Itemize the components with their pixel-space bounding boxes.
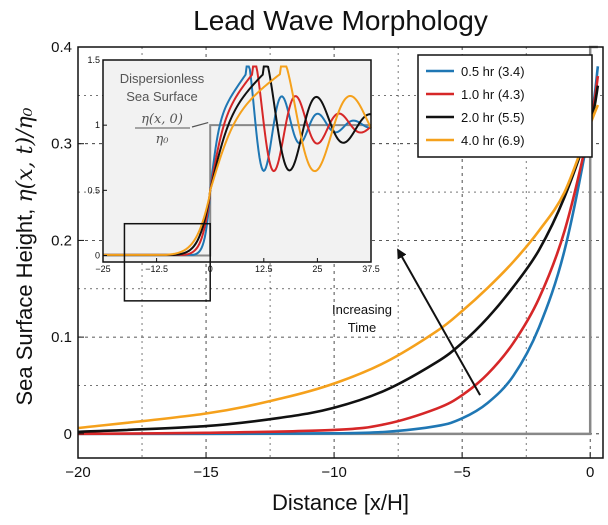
- x-tick-label: −10: [321, 464, 346, 481]
- inset-y-tick-label: 0.5: [87, 185, 100, 195]
- x-tick-label: 0: [586, 464, 594, 481]
- y-tick-label: 0.3: [51, 136, 72, 153]
- inset-y-tick-label: 1.5: [87, 55, 100, 65]
- legend-entry-1: 1.0 hr (4.3): [461, 87, 525, 102]
- inset-y-tick-label: 0: [95, 250, 100, 260]
- inset-frame: [102, 59, 372, 263]
- x-tick-label: −20: [65, 464, 90, 481]
- inset-label-sea-surface: Sea Surface: [126, 89, 198, 104]
- y-tick-label: 0.1: [51, 329, 72, 346]
- y-axis-label-text: Sea Surface Height,: [12, 202, 37, 405]
- inset-series-line-3: [103, 65, 372, 256]
- y-tick-label: 0: [64, 426, 72, 443]
- annotation-increasing: Increasing: [332, 302, 392, 317]
- y-axis-label: Sea Surface Height, η(x, t)/η₀: [12, 107, 38, 405]
- y-axis-label-math: η(x, t)/η₀: [13, 107, 38, 202]
- legend-entry-3: 4.0 hr (6.9): [461, 133, 525, 148]
- inset-pointer-line: [191, 121, 209, 128]
- legend-entry-2: 2.0 hr (5.5): [461, 110, 525, 125]
- inset-x-tick-label: 37.5: [362, 264, 380, 274]
- inset-chart: −25 −12.5 0 12.5 25 37.5 0 0.5 1 1.5 Dispersionles…: [87, 55, 380, 302]
- plot-frame: [77, 46, 604, 459]
- legend: 0.5 hr (3.4) 1.0 hr (4.3) 2.0 hr (5.5) 4.0 …: [417, 54, 593, 158]
- inset-label-dispersionless: Dispersionless: [120, 71, 205, 86]
- legend-entry-0: 0.5 hr (3.4): [461, 64, 525, 79]
- inset-x-tick-label: 0: [208, 264, 213, 274]
- inset-x-tick-label: −12.5: [145, 264, 168, 274]
- series-line-1: [77, 75, 600, 436]
- inset-label-math-denominator: η₀: [156, 132, 170, 147]
- series-line-0: [77, 66, 600, 436]
- x-axis-label: Distance [x/H]: [272, 490, 409, 515]
- inset-label-math-numerator: η(x, 0): [141, 112, 183, 127]
- increasing-time-arrow: [397, 248, 481, 396]
- series-line-2: [77, 85, 600, 434]
- chart-title: Lead Wave Morphology: [193, 5, 488, 36]
- x-tick-label: −5: [454, 464, 471, 481]
- y-tick-label: 0.2: [51, 232, 72, 249]
- inset-x-tick-label: 12.5: [255, 264, 273, 274]
- annotation-time: Time: [348, 320, 376, 335]
- y-tick-label: 0.4: [51, 39, 72, 56]
- x-tick-label: −15: [193, 464, 218, 481]
- inset-x-tick-label: 25: [312, 264, 322, 274]
- series-line-3: [77, 104, 600, 430]
- inset-y-tick-label: 1: [95, 120, 100, 130]
- inset-x-tick-label: −25: [95, 264, 110, 274]
